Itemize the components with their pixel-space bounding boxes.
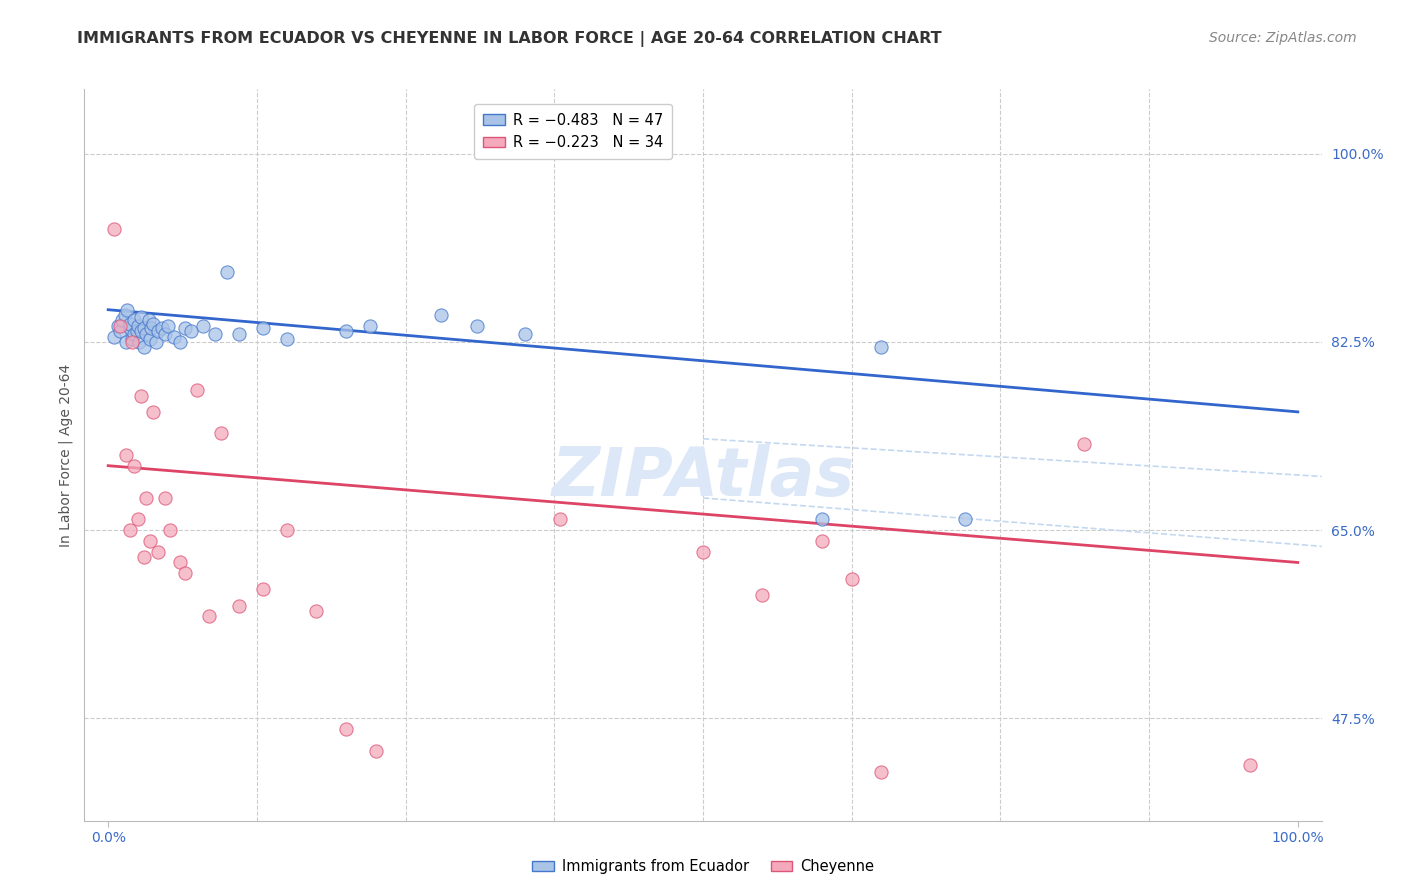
Point	[953, 512, 976, 526]
Point	[103, 222, 125, 236]
Point	[811, 512, 834, 526]
Point	[335, 723, 357, 737]
Point	[127, 318, 149, 333]
Point	[180, 324, 202, 338]
Point	[132, 321, 155, 335]
Point	[131, 310, 153, 325]
Point	[146, 545, 169, 559]
Point	[124, 458, 146, 473]
Point	[204, 327, 226, 342]
Y-axis label: In Labor Force | Age 20-64: In Labor Force | Age 20-64	[59, 363, 73, 547]
Point	[276, 332, 298, 346]
Point	[118, 523, 141, 537]
Legend: R = −0.483   N = 47, R = −0.223   N = 34: R = −0.483 N = 47, R = −0.223 N = 34	[474, 103, 672, 159]
Point	[276, 523, 298, 537]
Point	[159, 523, 181, 537]
Point	[162, 329, 184, 343]
Point	[107, 318, 129, 333]
Point	[548, 512, 571, 526]
Point	[465, 318, 488, 333]
Point	[142, 317, 165, 331]
Point	[135, 491, 157, 505]
Point	[121, 334, 143, 349]
Point	[111, 313, 134, 327]
Point	[146, 324, 169, 338]
Point	[124, 327, 146, 342]
Point	[124, 313, 146, 327]
Point	[811, 533, 834, 548]
Point	[174, 566, 197, 581]
Point	[139, 533, 162, 548]
Point	[156, 318, 179, 333]
Point	[155, 491, 177, 505]
Point	[127, 512, 149, 526]
Point	[169, 556, 191, 570]
Point	[138, 313, 160, 327]
Point	[364, 744, 387, 758]
Point	[132, 550, 155, 565]
Text: Source: ZipAtlas.com: Source: ZipAtlas.com	[1209, 31, 1357, 45]
Point	[131, 324, 153, 338]
Point	[150, 321, 173, 335]
Point	[103, 329, 125, 343]
Point	[121, 332, 143, 346]
Point	[252, 321, 274, 335]
Point	[142, 405, 165, 419]
Point	[209, 426, 232, 441]
Point	[217, 265, 239, 279]
Point	[513, 327, 536, 342]
Point	[228, 327, 250, 342]
Point	[139, 321, 162, 335]
Point	[169, 334, 191, 349]
Legend: Immigrants from Ecuador, Cheyenne: Immigrants from Ecuador, Cheyenne	[526, 854, 880, 880]
Point	[841, 572, 863, 586]
Point	[132, 340, 155, 354]
Point	[430, 308, 453, 322]
Point	[1239, 757, 1261, 772]
Point	[198, 609, 221, 624]
Point	[174, 321, 197, 335]
Point	[125, 324, 148, 338]
Point	[128, 334, 150, 349]
Point	[135, 327, 157, 342]
Point	[115, 302, 138, 317]
Point	[228, 599, 250, 613]
Point	[139, 332, 162, 346]
Text: IMMIGRANTS FROM ECUADOR VS CHEYENNE IN LABOR FORCE | AGE 20-64 CORRELATION CHART: IMMIGRANTS FROM ECUADOR VS CHEYENNE IN L…	[77, 31, 942, 47]
Point	[193, 318, 215, 333]
Point	[870, 340, 893, 354]
Point	[252, 582, 274, 597]
Point	[114, 308, 136, 322]
Point	[108, 318, 131, 333]
Point	[118, 321, 141, 335]
Point	[108, 324, 131, 338]
Point	[118, 317, 141, 331]
Point	[1073, 437, 1095, 451]
Point	[115, 448, 138, 462]
Point	[870, 765, 893, 780]
Point	[692, 545, 714, 559]
Point	[335, 324, 357, 338]
Text: ZIPAtlas: ZIPAtlas	[551, 444, 855, 510]
Point	[131, 389, 153, 403]
Point	[145, 334, 167, 349]
Point	[186, 384, 208, 398]
Point	[751, 588, 773, 602]
Point	[305, 604, 328, 618]
Point	[359, 318, 381, 333]
Point	[155, 327, 177, 342]
Point	[115, 334, 138, 349]
